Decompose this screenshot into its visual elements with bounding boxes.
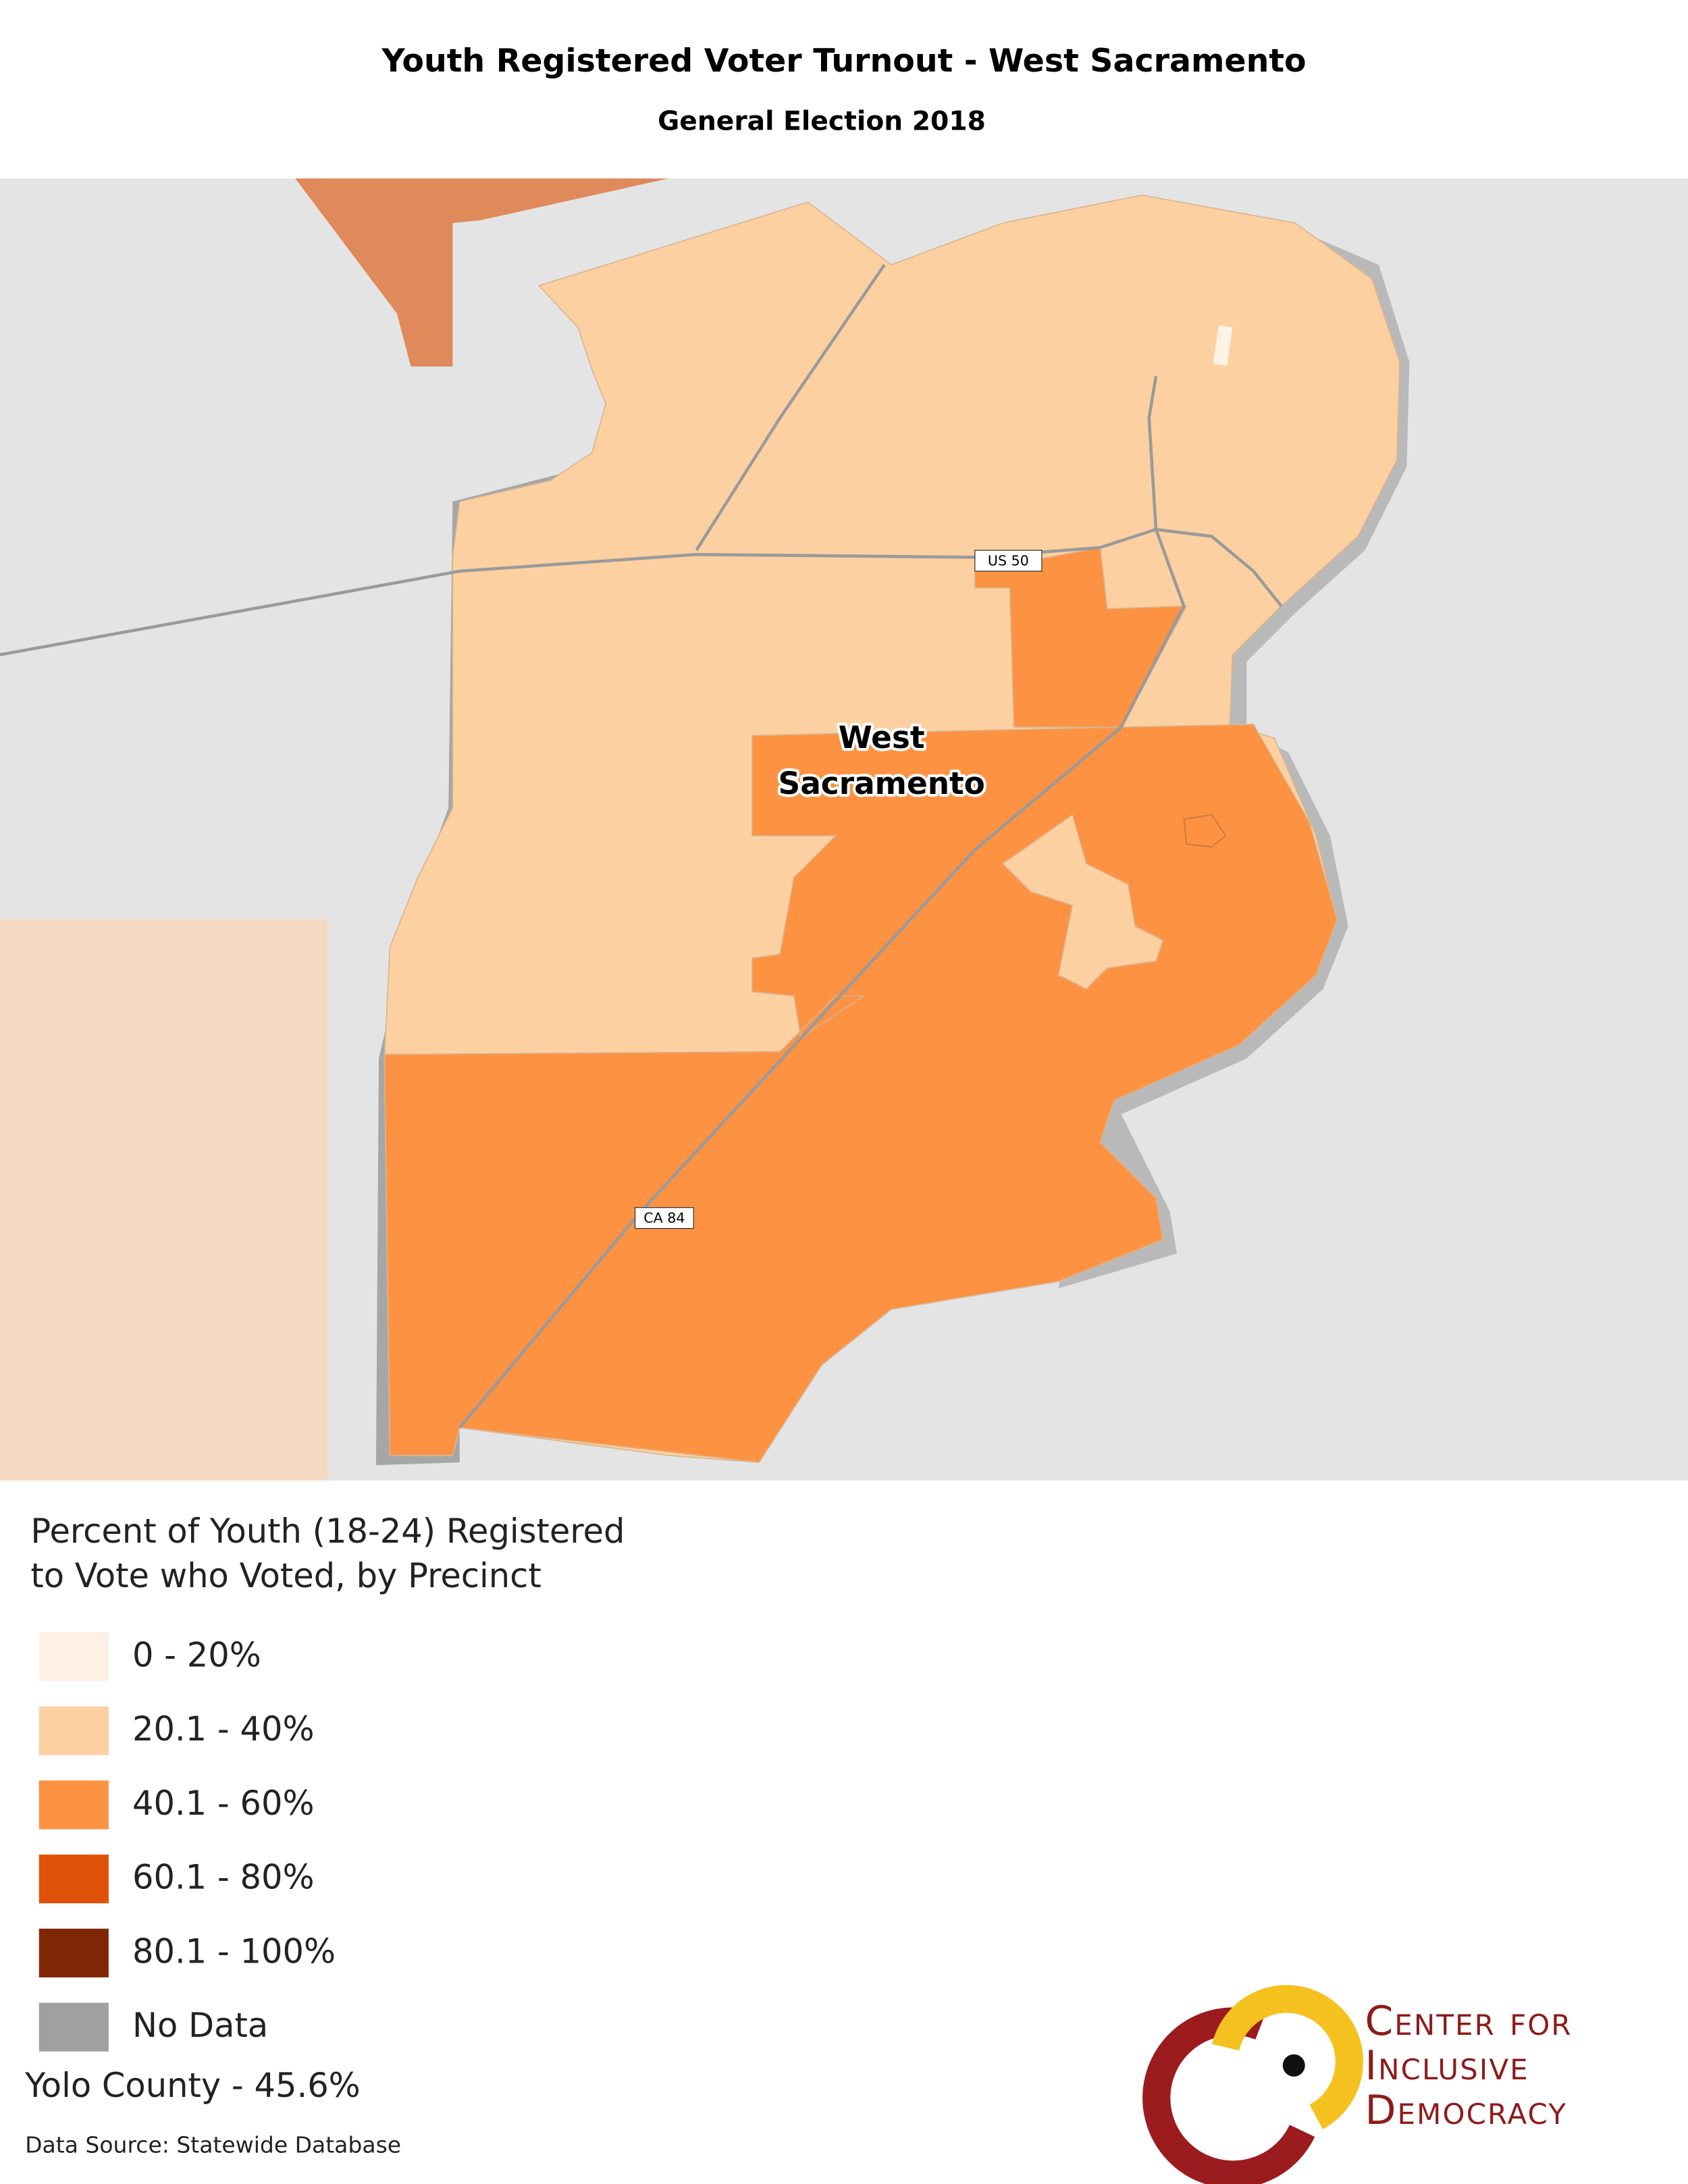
park [1213,325,1233,366]
legend-title: to Vote who Voted, by Precinct [30,1556,541,1595]
legend-swatch [38,1706,109,1755]
legend-swatch [38,1632,109,1682]
place-label-line: Sacramento [779,766,985,801]
road [695,263,886,552]
legend-title: Percent of Youth (18-24) Registered [30,1512,625,1551]
logo-text: Center for Inclusive Democracy [1365,1998,1572,2134]
neighbor-area [295,178,669,367]
road-shield [634,1207,694,1229]
legend-label: No Data [132,2006,268,2045]
road [0,527,1283,657]
legend-label: 60.1 - 80% [132,1858,315,1897]
legend-swatch [38,2002,109,2052]
data-source: Data Source: Statewide Database [25,2131,401,2158]
logo: Center for Inclusive Democracy [1142,1985,1572,2184]
legend-label: 40.1 - 60% [132,1784,315,1823]
subtitle: General Election 2018 [658,106,986,136]
legend-label: 0 - 20% [132,1635,261,1674]
legend-swatch [38,1928,109,1977]
road-label: US 50 [988,553,1029,569]
logo-line: Democracy [1365,2087,1567,2134]
logo-line: Center for [1365,1998,1572,2045]
precinct-outline [1183,814,1227,848]
legend-swatch [38,1780,109,1830]
logo-arc [1142,2007,1315,2184]
road-label: CA 84 [643,1210,685,1226]
precinct [1001,814,1164,990]
logo-arc [1212,1985,1363,2129]
legend-label: 20.1 - 40% [132,1709,315,1749]
place-label: West Sacramento [775,717,988,804]
county-turnout: Yolo County - 45.6% [24,2066,361,2105]
place-label-line: West [839,720,925,755]
road-shield [974,550,1043,572]
legend: 0 - 20% 20.1 - 40% 40.1 - 60% 60.1 - 80% 80.… [38,1632,336,2052]
legend-swatch [38,1855,109,1904]
neighbor-area [0,919,327,1481]
logo-dot [1282,2054,1305,2077]
road [458,375,1186,1429]
title: Youth Registered Voter Turnout - West Sa… [381,43,1306,80]
logo-line: Inclusive [1365,2042,1529,2089]
legend-label: 80.1 - 100% [132,1932,336,1971]
